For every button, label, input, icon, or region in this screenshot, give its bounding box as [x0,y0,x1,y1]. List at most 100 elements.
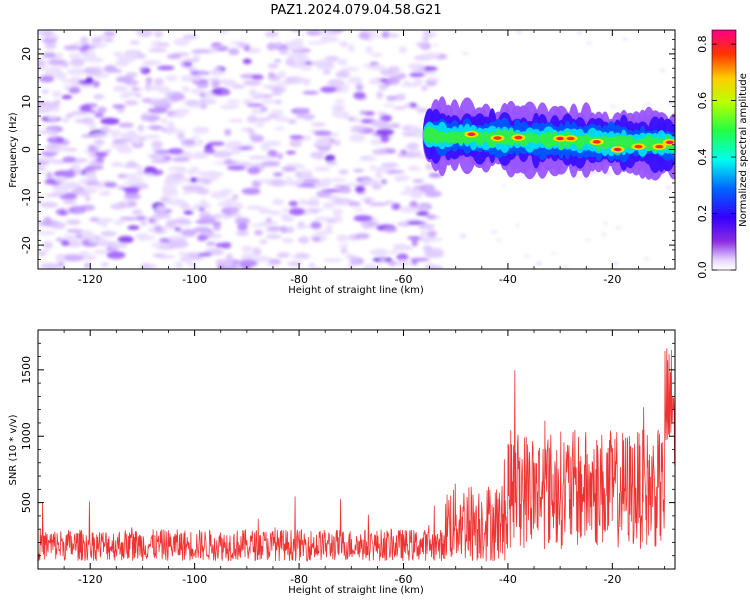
spectrogram-noise-blob [152,212,171,219]
snr-x-tick-label: -20 [603,573,621,586]
spectrogram-noise-blob [51,221,66,230]
spectrogram-noise-blob [190,74,202,82]
spectrogram-noise-blob [61,62,70,68]
spectrogram-noise-blob [80,36,89,45]
spectrogram-noise-blob [84,69,103,76]
spectrogram-noise-blob [426,230,438,238]
spectrogram-y-axis-label: Frequency (Hz) [8,112,19,188]
spectrogram-noise-blob [189,263,198,268]
spectrogram-noise-blob [170,240,189,249]
spectrogram-noise-blob [125,72,138,78]
spectrogram-noise-blob [119,216,138,221]
spectrogram-faint-blob [613,261,619,266]
spectrogram-noise-blob [203,147,216,154]
spectrogram-noise-blob [42,30,53,38]
spectrogram-noise-blob [78,46,89,53]
spectrogram-noise-blob [51,90,62,98]
spectrogram-faint-blob [614,226,622,229]
spectrogram-noise-blob [217,201,232,207]
spectrogram-noise-blob [279,213,291,219]
spectrogram-noise-blob [380,179,387,185]
spectrogram-noise-blob [141,113,150,118]
spectrogram-noise-blob [94,112,105,118]
spectrogram-noise-blob [95,157,105,163]
spectrogram-noise-blob [100,117,120,125]
spectrogram-noise-blob [204,144,213,149]
spectrogram-noise-blob [364,111,375,116]
spectrogram-noise-blob [185,257,193,265]
spectrogram-noise-blob [177,251,186,256]
snr-y-axis-label: SNR (10 * v/v) [8,414,19,485]
spectrogram-noise-blob [71,188,85,195]
spectrogram-noise-blob [386,95,397,102]
spectrogram-noise-blob [241,245,253,253]
snr-x-tick-label: -100 [182,573,207,586]
spectrogram-noise-blob [215,242,225,248]
spectrogram-noise-blob [264,31,279,38]
spectrogram-noise-blob [388,260,397,267]
spectrogram-noise-blob [80,134,99,138]
spectrogram-noise-blob [85,170,97,179]
spectrogram-noise-blob [412,179,425,183]
spectrogram-noise-blob [287,118,297,125]
spectrogram-noise-blob [266,42,277,51]
spectrogram-noise-blob [187,67,198,72]
spectrogram-noise-blob [401,126,411,131]
spectrogram-noise-blob [110,163,125,168]
spectrogram-faint-blob [563,265,568,269]
spectrogram-noise-blob [100,230,117,237]
spectrogram-noise-blob [241,187,261,195]
spectrogram-noise-blob [315,142,332,147]
spectrogram-noise-blob [310,151,325,159]
spectrogram-noise-blob [272,172,283,177]
spectrogram-noise-blob [164,126,178,135]
spectrogram-noise-blob [391,202,401,211]
spectrogram-hotspot-core [592,140,601,144]
spectrogram-noise-blob [368,79,381,85]
spectrogram-noise-blob [312,236,321,243]
spectrogram-noise-blob [220,242,232,249]
spectrogram-noise-blob [354,232,370,240]
spectrogram-noise-blob [165,74,178,82]
spectrogram-noise-blob [348,201,361,207]
spectrogram-noise-blob [91,36,103,44]
spectrogram-y-tick-label: 0 [20,146,33,153]
spectrogram-noise-blob [199,216,217,223]
spectrogram-noise-blob [124,99,139,106]
spectrogram-noise-blob [267,63,279,69]
spectrogram-noise-blob [349,128,365,133]
spectrogram-noise-blob [310,221,322,230]
spectrogram-noise-blob [340,247,348,254]
spectrogram-noise-blob [273,59,282,63]
spectrogram-noise-blob [267,226,284,231]
spectrogram-noise-blob [60,239,71,247]
spectrogram-noise-blob [62,234,77,240]
spectrogram-noise-blob [246,47,262,54]
spectrogram-faint-blob [622,37,627,41]
spectrogram-noise-blob [156,65,175,71]
spectrogram-noise-blob [124,173,139,178]
spectrogram-faint-blob [502,184,506,187]
spectrogram-noise-blob [263,155,272,160]
spectrogram-noise-blob [379,257,387,263]
spectrogram-x-axis-label: Height of straight line (km) [288,285,424,296]
spectrogram-x-tick-label: -120 [78,273,103,286]
spectrogram-noise-blob [326,160,338,166]
spectrogram-noise-blob [196,187,210,195]
spectrogram-noise-blob [97,106,107,113]
spectrogram-noise-blob [241,253,259,258]
colorbar-tick-label: 0.6 [696,92,709,110]
spectrogram-noise-blob [44,42,57,50]
spectrogram-faint-blob [666,185,672,190]
spectrogram-noise-blob [258,207,272,214]
spectrogram-noise-blob [39,75,55,83]
spectrogram-noise-blob [274,41,283,48]
spectrogram-noise-blob [281,237,294,244]
spectrogram-noise-blob [370,52,383,57]
spectrogram-noise-blob [221,206,240,215]
spectrogram-noise-blob [411,258,418,266]
spectrogram-noise-blob [222,261,233,269]
spectrogram-noise-blob [78,250,90,256]
spectrogram-noise-blob [66,68,87,76]
